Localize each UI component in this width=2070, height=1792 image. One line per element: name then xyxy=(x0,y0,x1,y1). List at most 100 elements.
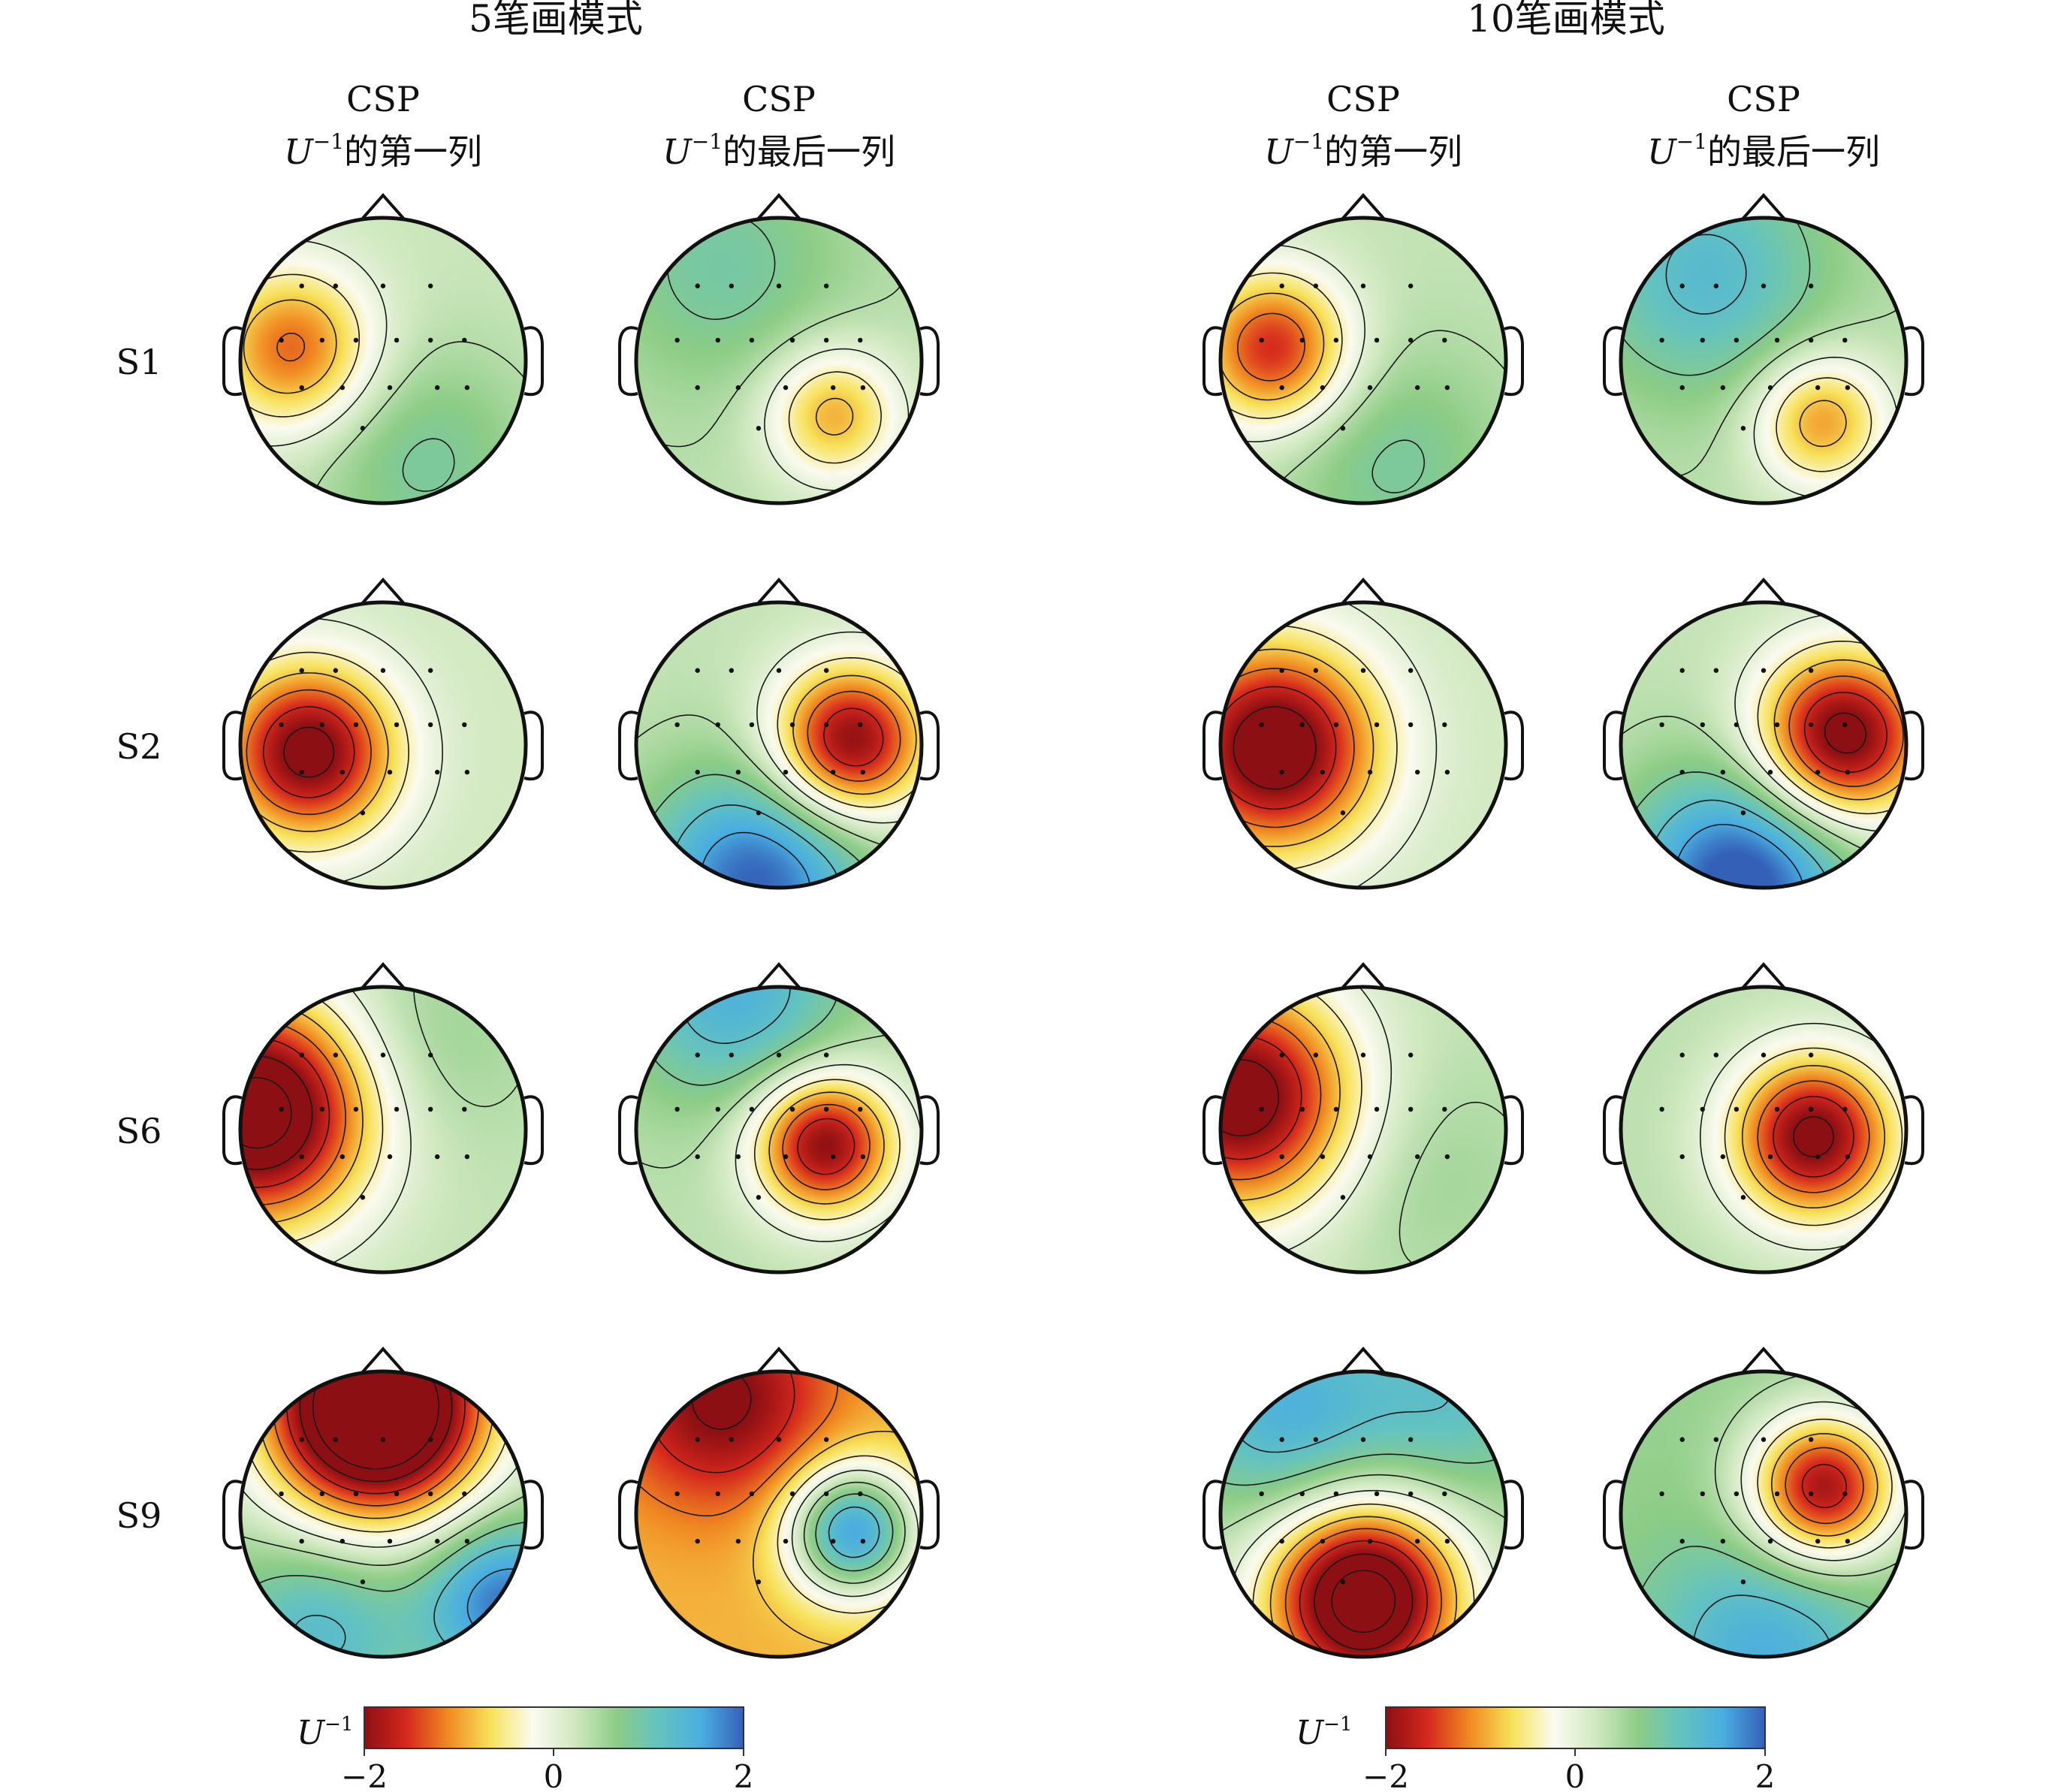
contour-lines xyxy=(636,987,922,1242)
electrode-dot xyxy=(1845,385,1851,391)
electrode-dot xyxy=(1734,337,1740,343)
electrode-dot xyxy=(789,1491,795,1497)
colorbar-tick-label: 0 xyxy=(544,1758,564,1792)
electrode-dot xyxy=(1360,1052,1366,1057)
electrode-dot xyxy=(823,1106,829,1112)
electrode-dot xyxy=(380,668,386,673)
electrode-dot xyxy=(1367,769,1373,775)
head-outline xyxy=(238,216,528,505)
electrode-dot xyxy=(1340,810,1346,816)
electrode-dot xyxy=(1313,283,1319,288)
electrode-dot xyxy=(1815,1154,1821,1160)
electrode-dot xyxy=(783,1154,789,1160)
head-outline xyxy=(634,1369,924,1659)
electrode-dot xyxy=(695,283,700,288)
electrode-dot xyxy=(1367,1538,1373,1544)
ear-marker xyxy=(618,1480,638,1550)
electrode-dot xyxy=(1360,1437,1366,1442)
nose-marker xyxy=(755,192,803,222)
topomap xyxy=(618,577,940,890)
electrode-dot xyxy=(1659,1106,1664,1112)
group-title-10-stroke: 10笔画模式 xyxy=(1467,0,1665,41)
electrode-dot xyxy=(1808,1437,1814,1442)
electrode-dot xyxy=(1333,722,1339,728)
ear-marker xyxy=(222,1095,243,1166)
electrode-dot xyxy=(435,769,440,775)
electrode-dot xyxy=(1815,769,1821,775)
electrode-dot xyxy=(729,283,735,288)
ear-marker xyxy=(1202,710,1223,781)
electrode-dot xyxy=(1444,1538,1450,1544)
head-outline xyxy=(1619,985,1909,1275)
electrode-dot xyxy=(319,722,324,728)
electrode-dot xyxy=(749,722,755,728)
topomap-field xyxy=(1621,602,1906,888)
electrode-dot xyxy=(1720,385,1726,391)
ear-marker xyxy=(919,1095,940,1166)
topomap-field xyxy=(636,987,922,1272)
electrode-dot xyxy=(1299,722,1305,728)
head-outline xyxy=(1619,1369,1909,1659)
electrode-dot xyxy=(1679,1052,1685,1057)
electrode-dot xyxy=(1367,1154,1373,1160)
electrode-dot xyxy=(353,337,359,343)
electrode-dot xyxy=(1808,283,1814,288)
electrode-dot xyxy=(1659,722,1664,728)
electrode-dot xyxy=(1734,722,1740,728)
electrode-dot xyxy=(1740,1579,1746,1585)
electrode-dot xyxy=(1808,1052,1814,1057)
electrode-dot xyxy=(353,722,359,728)
electrode-dot xyxy=(360,810,366,816)
electrode-dot xyxy=(860,385,866,391)
electrode-dot xyxy=(462,1491,467,1497)
electrode-dot xyxy=(1340,1579,1346,1585)
electrode-dot xyxy=(427,1437,433,1442)
electrode-dot xyxy=(823,1491,829,1497)
colorbar-tick-label: 0 xyxy=(1565,1758,1586,1792)
electrode-dot xyxy=(1279,1437,1284,1442)
electrode-dot xyxy=(427,1491,433,1497)
electrode-dot xyxy=(1415,1538,1420,1544)
electrode-dot xyxy=(1340,426,1346,431)
colorbar-tick-label: 2 xyxy=(734,1758,754,1792)
electrode-dot xyxy=(749,1491,755,1497)
row-label-s6: S6 xyxy=(116,1111,162,1151)
topomap-field xyxy=(636,218,922,503)
svg-text:CSP: CSP xyxy=(1727,79,1800,119)
column-header-10-last: CSP U−1的最后一列 xyxy=(1647,79,1880,172)
electrode-dot xyxy=(1713,1437,1719,1442)
ear-marker xyxy=(919,326,940,397)
electrode-dot xyxy=(1408,283,1414,288)
electrode-dot xyxy=(1761,283,1767,288)
electrode-dot xyxy=(1360,283,1366,288)
topomap xyxy=(1603,577,1924,890)
electrode-dot xyxy=(858,1491,863,1497)
electrode-dot xyxy=(464,769,470,775)
electrode-dot xyxy=(394,722,400,728)
electrode-dot xyxy=(299,769,304,775)
electrode-dot xyxy=(380,1437,386,1442)
ear-marker xyxy=(1504,1480,1524,1550)
electrode-dot xyxy=(695,385,700,391)
electrode-dot xyxy=(427,1052,433,1057)
electrode-dot xyxy=(360,426,366,431)
nose-marker xyxy=(755,961,803,991)
electrode-dot xyxy=(695,1538,700,1544)
electrode-dot xyxy=(339,385,346,391)
electrode-dot xyxy=(1313,668,1319,673)
electrode-dot xyxy=(783,385,789,391)
head-outline xyxy=(634,600,924,890)
electrode-dot xyxy=(1700,1491,1705,1497)
electrode-dot xyxy=(1408,1491,1414,1497)
ear-marker xyxy=(1904,326,1924,397)
electrode-dot xyxy=(319,1106,324,1112)
electrode-dot xyxy=(1713,283,1719,288)
electrode-dot xyxy=(319,1491,324,1497)
topomap xyxy=(1202,577,1524,890)
topomap xyxy=(1603,961,1924,1275)
electrode-dot xyxy=(858,722,863,728)
electrode-dot xyxy=(1679,1154,1685,1160)
ear-marker xyxy=(1202,326,1223,397)
electrode-dot xyxy=(823,668,829,673)
ear-marker xyxy=(618,710,638,781)
